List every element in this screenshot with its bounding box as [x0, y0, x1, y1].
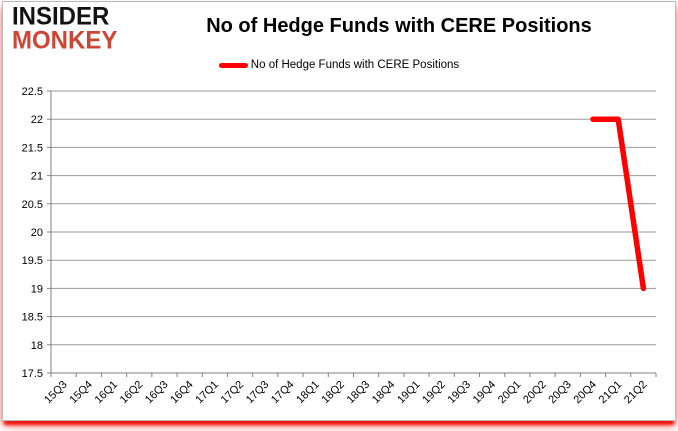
- x-axis-tick-label: 21Q2: [622, 379, 650, 407]
- logo-text-monkey: MONKEY: [12, 26, 118, 55]
- x-axis-tick-label: 20Q2: [521, 379, 549, 407]
- x-axis-tick-label: 19Q1: [395, 379, 423, 407]
- x-axis-tick-label: 17Q4: [269, 379, 297, 407]
- series-line: [590, 116, 647, 292]
- x-axis-tick-label: 19Q2: [420, 379, 448, 407]
- y-axis-tick-label: 20: [31, 227, 43, 239]
- y-axis-tick-label: 22: [31, 114, 43, 126]
- x-axis-tick-label: 15Q3: [42, 379, 70, 407]
- x-axis-tick-label: 19Q3: [446, 379, 474, 407]
- y-axis-tick-label: 19.5: [22, 255, 43, 267]
- chart-title: No of Hedge Funds with CERE Positions: [206, 15, 592, 37]
- x-axis-tick-label: 17Q3: [244, 379, 272, 407]
- x-axis-tick-label: 18Q3: [345, 379, 373, 407]
- chart-card: INSIDER MONKEY No of Hedge Funds with CE…: [2, 1, 676, 421]
- y-axis-tick-label: 21: [31, 171, 43, 183]
- x-axis-tick-label: 17Q2: [219, 379, 247, 407]
- y-axis-tick-label: 21.5: [22, 142, 43, 154]
- y-axis-tick-label: 20.5: [22, 199, 43, 211]
- legend: No of Hedge Funds with CERE Positions: [3, 59, 675, 71]
- line-chart-plot: 22.5 22 21.5 21 20.5 20 19.5 19 18.5 18 17.515Q315…: [22, 86, 657, 407]
- x-axis-tick-label: 18Q1: [294, 379, 322, 407]
- x-axis-tick-label: 20Q4: [572, 379, 600, 407]
- x-axis-tick-label: 16Q3: [143, 379, 171, 407]
- x-axis-tick-label: 20Q3: [546, 379, 574, 407]
- x-axis-tick-label: 18Q4: [370, 379, 398, 407]
- legend-line-marker: [218, 62, 248, 68]
- x-axis-tick-label: 20Q1: [496, 379, 524, 407]
- logo-text-insider: INSIDER: [12, 2, 110, 31]
- x-axis-tick-label: 18Q2: [319, 379, 347, 407]
- x-axis-tick-label: 15Q4: [67, 379, 95, 407]
- y-axis-tick-label: 19: [31, 283, 43, 295]
- y-axis-tick-label: 22.5: [22, 86, 43, 98]
- x-axis-tick-label: 19Q4: [471, 379, 499, 407]
- x-axis-tick-label: 16Q1: [93, 379, 121, 407]
- y-axis-tick-label: 18.5: [22, 312, 43, 324]
- y-axis-tick-label: 18: [31, 340, 43, 352]
- x-axis-tick-label: 21Q1: [597, 379, 625, 407]
- y-axis-tick-label: 17.5: [22, 368, 43, 380]
- legend-label: No of Hedge Funds with CERE Positions: [250, 59, 460, 71]
- x-axis-tick-label: 16Q2: [118, 379, 146, 407]
- x-axis-tick-label: 17Q1: [193, 379, 221, 407]
- insider-monkey-logo: INSIDER MONKEY: [12, 2, 118, 55]
- x-axis-tick-label: 16Q4: [168, 379, 196, 407]
